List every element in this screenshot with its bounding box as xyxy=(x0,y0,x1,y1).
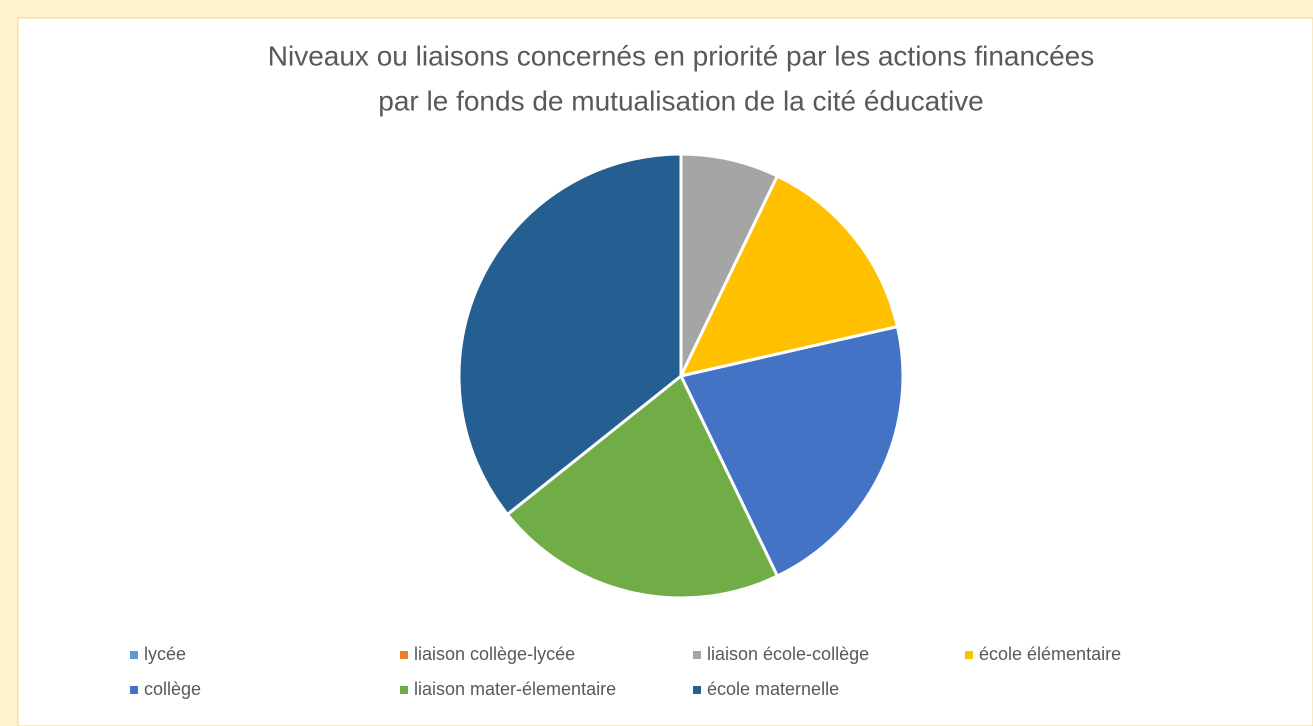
legend-label: école élémentaire xyxy=(979,644,1121,664)
legend-swatch xyxy=(965,651,973,659)
legend-swatch xyxy=(130,651,138,659)
legend-label: liaison mater-élementaire xyxy=(414,679,616,699)
legend-swatch xyxy=(693,686,701,694)
legend-label: lycée xyxy=(144,644,186,664)
legend-swatch xyxy=(130,686,138,694)
legend-swatch xyxy=(693,651,701,659)
chart-title: par le fonds de mutualisation de la cité… xyxy=(378,85,984,116)
pie-slice xyxy=(505,373,780,600)
legend-swatch xyxy=(400,686,408,694)
chart-title: Niveaux ou liaisons concernés en priorit… xyxy=(268,40,1094,71)
pie-slice xyxy=(678,173,900,379)
pie-slice xyxy=(457,152,683,517)
legend-label: liaison collège-lycée xyxy=(414,644,575,664)
legend-label: liaison école-collège xyxy=(707,644,869,664)
legend-swatch xyxy=(400,651,408,659)
legend-label: école maternelle xyxy=(707,679,839,699)
legend-label: collège xyxy=(144,679,201,699)
pie-slice xyxy=(679,152,780,377)
pie-slice xyxy=(678,324,905,579)
